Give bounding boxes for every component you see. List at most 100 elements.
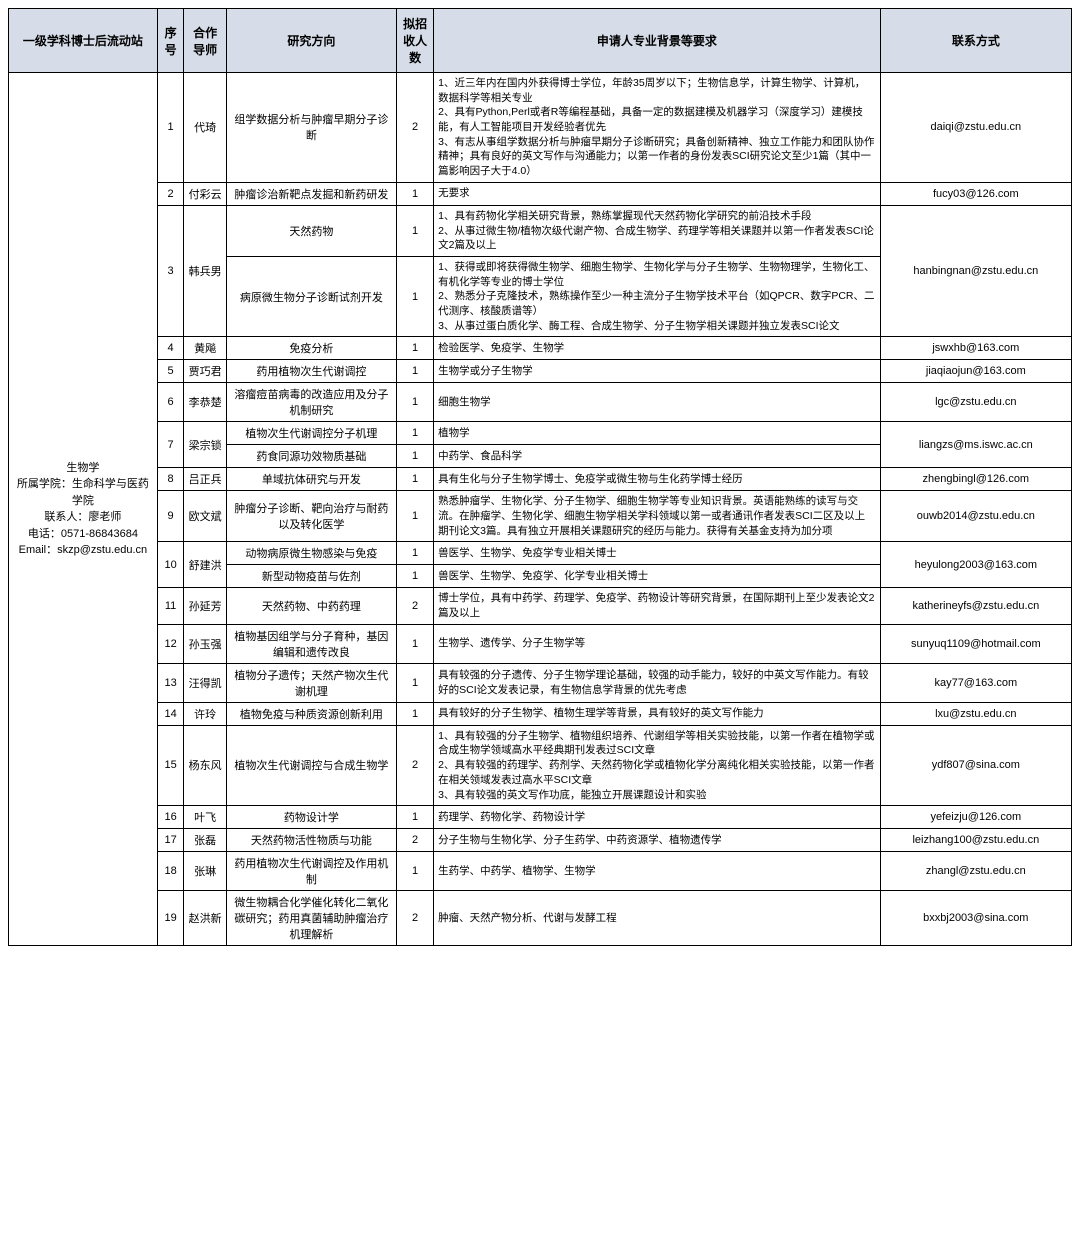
req-cell: 1、获得或即将获得微生物学、细胞生物学、生物化学与分子生物学、生物物理学，生物化…	[434, 256, 880, 336]
seq-cell: 5	[157, 360, 184, 383]
advisor-cell: 贾巧君	[184, 360, 227, 383]
num-cell: 1	[396, 383, 433, 422]
contact-cell: daiqi@zstu.edu.cn	[880, 73, 1071, 183]
contact-cell: zhangl@zstu.edu.cn	[880, 852, 1071, 891]
table-row: 3韩兵男天然药物11、具有药物化学相关研究背景，熟练掌握现代天然药物化学研究的前…	[9, 205, 1072, 256]
header-row: 一级学科博士后流动站 序号 合作导师 研究方向 拟招收人数 申请人专业背景等要求…	[9, 9, 1072, 73]
direction-cell: 微生物耦合化学催化转化二氧化碳研究；药用真菌辅助肿瘤治疗机理解析	[226, 891, 396, 946]
table-row: 2付彩云肿瘤诊治新靶点发掘和新药研发1无要求fucy03@126.com	[9, 182, 1072, 205]
direction-cell: 天然药物	[226, 205, 396, 256]
seq-cell: 18	[157, 852, 184, 891]
req-cell: 检验医学、免疫学、生物学	[434, 337, 880, 360]
seq-cell: 14	[157, 702, 184, 725]
seq-cell: 17	[157, 829, 184, 852]
seq-cell: 6	[157, 383, 184, 422]
req-cell: 1、具有药物化学相关研究背景，熟练掌握现代天然药物化学研究的前沿技术手段2、从事…	[434, 205, 880, 256]
req-cell: 兽医学、生物学、免疫学、化学专业相关博士	[434, 565, 880, 588]
seq-cell: 15	[157, 725, 184, 805]
th-contact: 联系方式	[880, 9, 1071, 73]
num-cell: 1	[396, 624, 433, 663]
table-row: 5贾巧君药用植物次生代谢调控1生物学或分子生物学jiaqiaojun@163.c…	[9, 360, 1072, 383]
contact-cell: liangzs@ms.iswc.ac.cn	[880, 422, 1071, 468]
advisor-cell: 汪得凯	[184, 663, 227, 702]
th-req: 申请人专业背景等要求	[434, 9, 880, 73]
req-cell: 无要求	[434, 182, 880, 205]
contact-cell: heyulong2003@163.com	[880, 542, 1071, 588]
num-cell: 2	[396, 73, 433, 183]
table-row: 6李恭楚溶瘤痘苗病毒的改造应用及分子机制研究1细胞生物学lgc@zstu.edu…	[9, 383, 1072, 422]
direction-cell: 组学数据分析与肿瘤早期分子诊断	[226, 73, 396, 183]
seq-cell: 4	[157, 337, 184, 360]
direction-cell: 植物免疫与种质资源创新利用	[226, 702, 396, 725]
th-advisor: 合作导师	[184, 9, 227, 73]
advisor-cell: 韩兵男	[184, 205, 227, 337]
req-cell: 生物学或分子生物学	[434, 360, 880, 383]
num-cell: 1	[396, 468, 433, 491]
req-cell: 具有较强的分子遗传、分子生物学理论基础，较强的动手能力，较好的中英文写作能力。有…	[434, 663, 880, 702]
postdoc-table: 一级学科博士后流动站 序号 合作导师 研究方向 拟招收人数 申请人专业背景等要求…	[8, 8, 1072, 946]
advisor-cell: 吕正兵	[184, 468, 227, 491]
num-cell: 1	[396, 205, 433, 256]
num-cell: 2	[396, 891, 433, 946]
advisor-cell: 叶飞	[184, 806, 227, 829]
table-row: 8吕正兵单域抗体研究与开发1具有生化与分子生物学博士、免疫学或微生物与生化药学博…	[9, 468, 1072, 491]
advisor-cell: 李恭楚	[184, 383, 227, 422]
direction-cell: 新型动物疫苗与佐剂	[226, 565, 396, 588]
contact-cell: sunyuq1109@hotmail.com	[880, 624, 1071, 663]
num-cell: 1	[396, 565, 433, 588]
table-row: 13汪得凯植物分子遗传；天然产物次生代谢机理1具有较强的分子遗传、分子生物学理论…	[9, 663, 1072, 702]
table-row: 生物学所属学院：生命科学与医药学院联系人：廖老师电话：0571-86843684…	[9, 73, 1072, 183]
seq-cell: 1	[157, 73, 184, 183]
direction-cell: 天然药物活性物质与功能	[226, 829, 396, 852]
num-cell: 1	[396, 663, 433, 702]
num-cell: 1	[396, 445, 433, 468]
req-cell: 1、近三年内在国内外获得博士学位，年龄35周岁以下；生物信息学，计算生物学、计算…	[434, 73, 880, 183]
num-cell: 2	[396, 829, 433, 852]
table-row: 18张琳药用植物次生代谢调控及作用机制1生药学、中药学、植物学、生物学zhang…	[9, 852, 1072, 891]
table-row: 12孙玉强植物基因组学与分子育种，基因编辑和遗传改良1生物学、遗传学、分子生物学…	[9, 624, 1072, 663]
advisor-cell: 赵洪新	[184, 891, 227, 946]
req-cell: 肿瘤、天然产物分析、代谢与发酵工程	[434, 891, 880, 946]
direction-cell: 药物设计学	[226, 806, 396, 829]
seq-cell: 2	[157, 182, 184, 205]
advisor-cell: 张琳	[184, 852, 227, 891]
req-cell: 药理学、药物化学、药物设计学	[434, 806, 880, 829]
num-cell: 1	[396, 337, 433, 360]
direction-cell: 植物分子遗传；天然产物次生代谢机理	[226, 663, 396, 702]
station-cell: 生物学所属学院：生命科学与医药学院联系人：廖老师电话：0571-86843684…	[9, 73, 158, 946]
th-dir: 研究方向	[226, 9, 396, 73]
req-cell: 兽医学、生物学、免疫学专业相关博士	[434, 542, 880, 565]
table-row: 7梁宗锁植物次生代谢调控分子机理1植物学liangzs@ms.iswc.ac.c…	[9, 422, 1072, 445]
direction-cell: 单域抗体研究与开发	[226, 468, 396, 491]
direction-cell: 药用植物次生代谢调控	[226, 360, 396, 383]
th-station: 一级学科博士后流动站	[9, 9, 158, 73]
num-cell: 1	[396, 702, 433, 725]
direction-cell: 药用植物次生代谢调控及作用机制	[226, 852, 396, 891]
num-cell: 1	[396, 491, 433, 542]
num-cell: 1	[396, 852, 433, 891]
seq-cell: 16	[157, 806, 184, 829]
seq-cell: 3	[157, 205, 184, 337]
advisor-cell: 黄飚	[184, 337, 227, 360]
advisor-cell: 付彩云	[184, 182, 227, 205]
table-row: 15杨东风植物次生代谢调控与合成生物学21、具有较强的分子生物学、植物组织培养、…	[9, 725, 1072, 805]
seq-cell: 13	[157, 663, 184, 702]
num-cell: 1	[396, 360, 433, 383]
contact-cell: lgc@zstu.edu.cn	[880, 383, 1071, 422]
contact-cell: katherineyfs@zstu.edu.cn	[880, 588, 1071, 624]
advisor-cell: 杨东风	[184, 725, 227, 805]
direction-cell: 药食同源功效物质基础	[226, 445, 396, 468]
direction-cell: 天然药物、中药药理	[226, 588, 396, 624]
contact-cell: yefeizju@126.com	[880, 806, 1071, 829]
seq-cell: 12	[157, 624, 184, 663]
direction-cell: 免疫分析	[226, 337, 396, 360]
num-cell: 1	[396, 256, 433, 336]
table-row: 4黄飚免疫分析1检验医学、免疫学、生物学jswxhb@163.com	[9, 337, 1072, 360]
num-cell: 2	[396, 588, 433, 624]
req-cell: 具有较好的分子生物学、植物生理学等背景，具有较好的英文写作能力	[434, 702, 880, 725]
direction-cell: 肿瘤诊治新靶点发掘和新药研发	[226, 182, 396, 205]
contact-cell: ydf807@sina.com	[880, 725, 1071, 805]
direction-cell: 植物次生代谢调控分子机理	[226, 422, 396, 445]
req-cell: 具有生化与分子生物学博士、免疫学或微生物与生化药学博士经历	[434, 468, 880, 491]
advisor-cell: 欧文斌	[184, 491, 227, 542]
